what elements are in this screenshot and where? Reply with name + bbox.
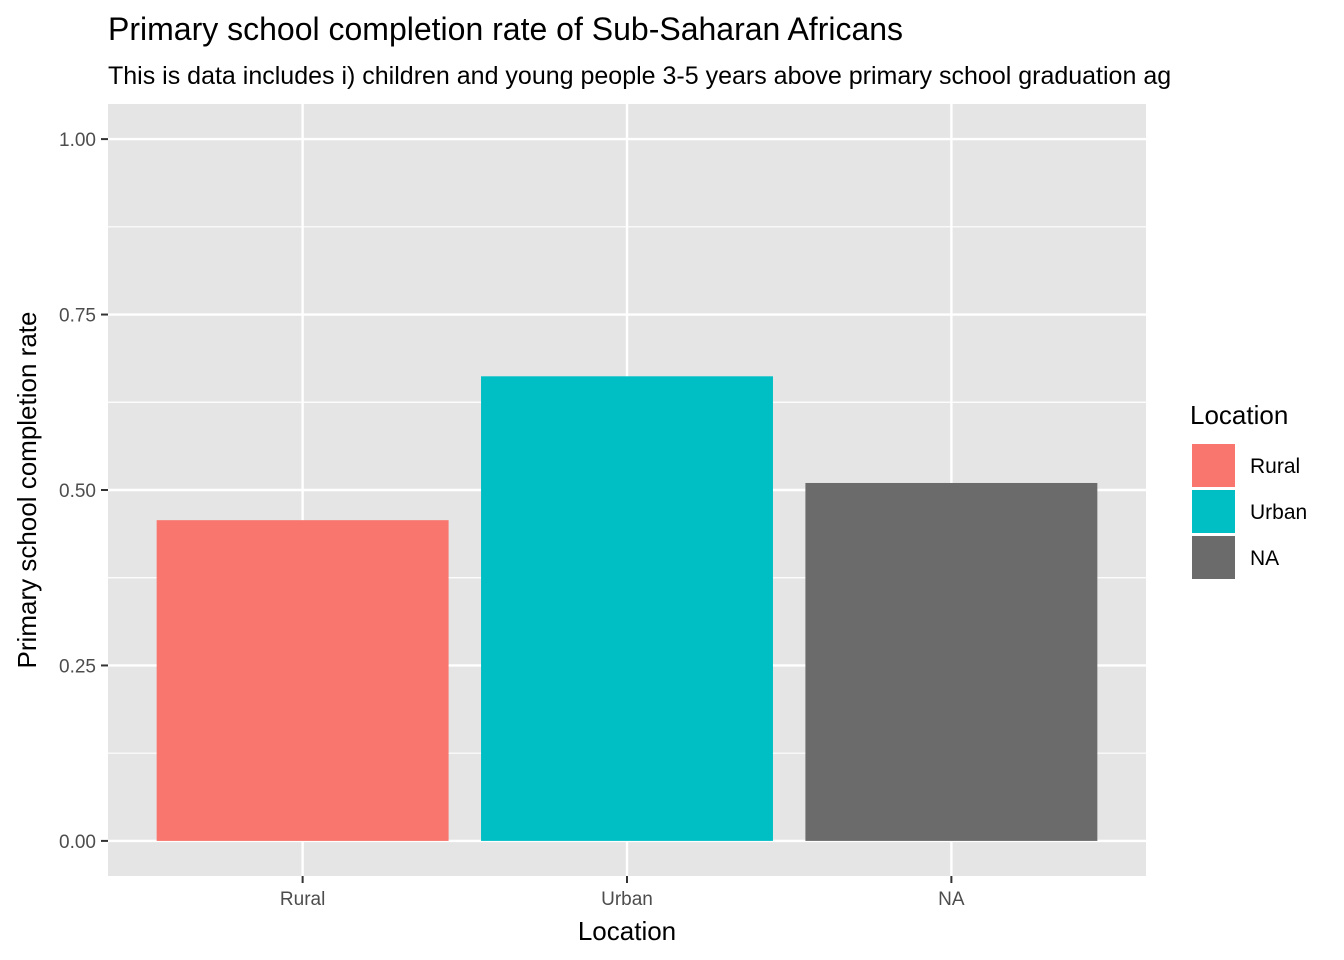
x-tick-label: NA [938, 889, 965, 910]
x-axis-title: Location [578, 916, 676, 946]
legend-label: Rural [1250, 455, 1300, 478]
chart-subtitle: This is data includes i) children and yo… [108, 62, 1171, 90]
y-axis: 0.00 0.25 0.50 0.75 1.00 [59, 130, 108, 853]
y-tick-label: 1.00 [59, 130, 96, 151]
y-axis-title: Primary school completion rate [12, 312, 42, 669]
bars [156, 376, 1098, 841]
y-tick-label: 0.75 [59, 306, 96, 327]
legend-title: Location [1190, 400, 1288, 430]
legend: Location Rural Urban NA [1190, 400, 1307, 579]
legend-key-na [1192, 536, 1235, 579]
x-tick-label: Urban [601, 889, 653, 910]
y-tick-label: 0.50 [59, 481, 96, 502]
bar-na [805, 482, 1098, 841]
y-tick-label: 0.00 [59, 832, 96, 853]
legend-key-rural [1192, 444, 1235, 487]
bar-urban [481, 376, 773, 841]
legend-label: NA [1250, 547, 1279, 570]
legend-key-urban [1192, 490, 1235, 533]
bar-rural [156, 520, 449, 841]
x-axis: Rural Urban NA [280, 876, 965, 910]
x-tick-label: Rural [280, 889, 325, 910]
chart-title: Primary school completion rate of Sub-Sa… [108, 11, 903, 47]
legend-label: Urban [1250, 501, 1307, 524]
y-tick-label: 0.25 [59, 656, 96, 677]
